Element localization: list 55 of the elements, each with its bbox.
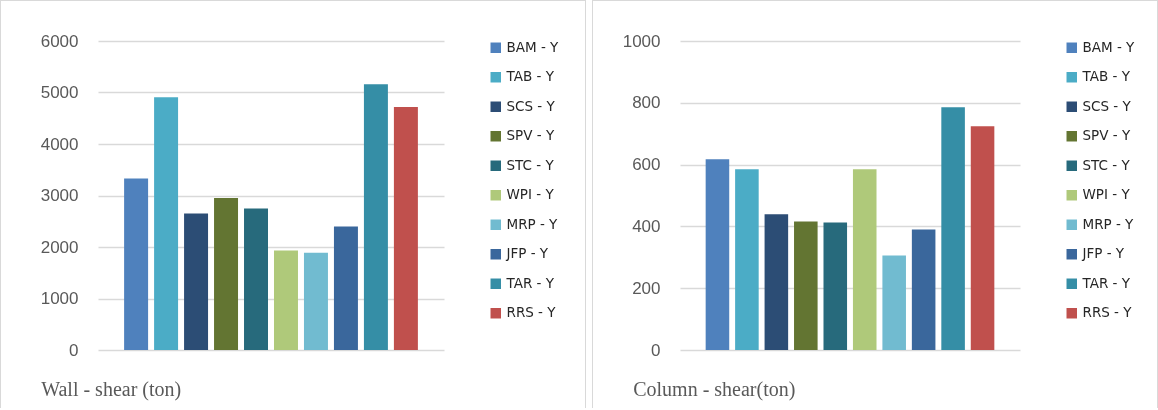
y-tick-label: 0 (69, 340, 79, 360)
text: Column - shear(ton) (633, 378, 796, 401)
bar (970, 126, 995, 350)
y-tick-label: 800 (632, 93, 661, 113)
legend-label: SPV - Y (506, 127, 555, 144)
y-tick-label: 4000 (40, 134, 79, 154)
bar (705, 159, 730, 350)
legend-label: MRP - Y (506, 215, 559, 232)
bar (214, 198, 239, 350)
bar (363, 84, 388, 350)
text: Wall - shear (ton) (41, 378, 182, 401)
legend-label: MRP - Y (1082, 215, 1135, 232)
legend-label: SCS - Y (506, 97, 556, 114)
legend-label: WPI - Y (506, 186, 555, 203)
bar (154, 97, 179, 350)
legend-label: TAR - Y (1081, 274, 1131, 291)
legend-label: JFP - Y (1081, 245, 1125, 262)
bar (303, 252, 328, 350)
legend-label: SPV - Y (1082, 127, 1131, 144)
legend-label: SCS - Y (1082, 97, 1132, 114)
y-tick-label: 200 (632, 278, 661, 298)
bar (393, 106, 418, 350)
legend-label: JFP - Y (505, 245, 549, 262)
bar (794, 221, 818, 350)
legend-label: RRS - Y (1082, 304, 1133, 321)
bar (823, 222, 848, 350)
bar (184, 213, 209, 350)
y-tick-label: 1000 (40, 289, 79, 308)
bar (911, 229, 936, 350)
y-tick-label: 6000 (40, 31, 79, 51)
y-tick-label: 0 (651, 340, 661, 360)
bar (882, 255, 906, 350)
legend-label: TAB - Y (1081, 68, 1131, 85)
y-tick-label: 400 (632, 216, 661, 236)
y-tick-label: 600 (632, 155, 661, 175)
legend-label: RRS - Y (506, 304, 557, 321)
legend-label: TAB - Y (505, 68, 555, 85)
bar (274, 250, 298, 350)
bar (764, 214, 789, 350)
bar (124, 178, 149, 350)
y-tick-label: 5000 (40, 83, 79, 102)
bar (941, 107, 965, 350)
y-tick-label: 1000 (622, 31, 661, 51)
bar (735, 169, 759, 350)
y-tick-label: 3000 (40, 186, 79, 205)
legend-label: BAM - Y (506, 38, 560, 55)
legend-label: WPI - Y (1082, 186, 1131, 203)
y-tick-label: 2000 (40, 237, 79, 257)
legend-label: BAM - Y (1082, 38, 1136, 55)
legend-label: STC - Y (1082, 156, 1131, 173)
bar (244, 208, 268, 350)
bar (852, 169, 877, 350)
legend-label: STC - Y (506, 156, 555, 173)
legend-label: TAR - Y (505, 274, 555, 291)
bar (333, 226, 358, 350)
